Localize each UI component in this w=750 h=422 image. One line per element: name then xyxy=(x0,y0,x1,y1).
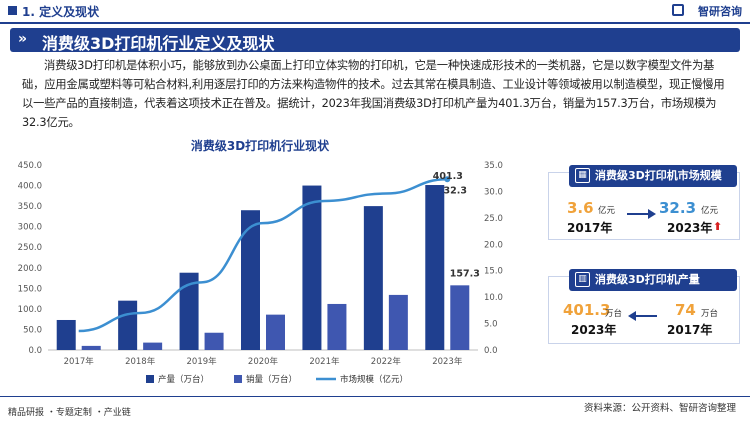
legend-swatch xyxy=(146,375,154,383)
output-bar xyxy=(179,272,199,350)
x-tick-label: 2017年 xyxy=(64,356,95,367)
y-left-tick-label: 300.0 xyxy=(18,223,42,233)
sales-bar xyxy=(143,342,163,350)
sales-bar xyxy=(450,285,470,350)
arrow-right-head xyxy=(648,209,656,219)
market-size-point xyxy=(444,176,451,183)
market-to-year: 2023年 xyxy=(667,221,713,235)
chart-icon: ▦ xyxy=(575,168,590,183)
y-right-tick-label: 35.0 xyxy=(484,161,503,171)
output-bar xyxy=(56,319,76,350)
x-tick-label: 2019年 xyxy=(187,356,218,367)
intro-paragraph: 消费级3D打印机是体积小巧，能够放到办公桌面上打印立体实物的打印机，它是一种快速… xyxy=(22,59,725,129)
x-tick-label: 2023年 xyxy=(432,356,463,367)
source-note: 资料来源：公开资料、智研咨询整理 xyxy=(583,403,736,414)
combo-chart: 0.0 50.0 100.0 150.0 200.0 250.0 300.0 350.0 400… xyxy=(18,161,503,385)
output-left-year: 2023年 xyxy=(571,323,617,337)
x-tick-label: 2021年 xyxy=(309,356,340,367)
y-left-tick-label: 0.0 xyxy=(28,346,42,356)
double-chevron-icon: » xyxy=(18,31,28,47)
y-right-tick-label: 20.0 xyxy=(484,240,503,250)
sales-bar xyxy=(204,332,224,350)
output-right-unit: 万台 xyxy=(701,309,719,319)
arrow-left-icon xyxy=(635,315,657,317)
legend-label: 市场规模（亿元） xyxy=(340,374,408,385)
output-card-header: ▥ 消费级3D打印机产量 xyxy=(569,269,737,291)
section-marker xyxy=(8,6,17,15)
y-right-tick-label: 30.0 xyxy=(484,187,503,197)
legend-label: 产量（万台） xyxy=(158,374,209,385)
y-right-tick-label: 25.0 xyxy=(484,214,503,224)
market-size-card-title: 消费级3D打印机市场规模 xyxy=(595,169,722,182)
market-to-value: 32.3 xyxy=(659,199,697,217)
y-right-tick-label: 10.0 xyxy=(484,293,503,303)
page-title: 消费级3D打印机行业定义及现状 xyxy=(42,34,275,53)
y-left-tick-label: 200.0 xyxy=(18,264,42,274)
output-bar xyxy=(241,210,260,350)
y-left-tick-label: 100.0 xyxy=(18,305,42,315)
y-left-tick-label: 350.0 xyxy=(18,202,42,212)
market-from-value: 3.6 xyxy=(567,199,594,217)
market-size-card: ▦ 消费级3D打印机市场规模 3.6 亿元 2017年 32.3 亿元 2023… xyxy=(548,165,740,240)
sales-bar xyxy=(327,303,347,350)
data-label: 401.3 xyxy=(433,171,463,182)
arrow-right-icon xyxy=(627,213,649,215)
chart-title: 消费级3D打印机行业现状 xyxy=(190,139,330,153)
sales-bar xyxy=(266,314,285,350)
bar-chart-icon: ▥ xyxy=(575,272,590,287)
y-left-tick-label: 450.0 xyxy=(18,161,42,171)
x-tick-label: 2022年 xyxy=(371,356,402,367)
logo-icon xyxy=(672,4,684,16)
data-label: 157.3 xyxy=(450,268,480,279)
market-from-unit: 亿元 xyxy=(598,206,616,216)
output-bar xyxy=(118,300,138,350)
output-left-value: 401.3 xyxy=(563,301,611,319)
sales-bar xyxy=(81,345,101,350)
legend-swatch xyxy=(234,375,242,383)
section-title: 1. 定义及现状 xyxy=(22,5,100,19)
y-right-tick-label: 5.0 xyxy=(484,320,498,330)
top-bar: 1. 定义及现状 智研咨询 xyxy=(0,0,750,24)
arrow-left-head xyxy=(628,311,636,321)
output-card: ▥ 消费级3D打印机产量 401.3 万台 2023年 74 万台 2017年 xyxy=(548,269,740,344)
x-tick-label: 2018年 xyxy=(125,356,156,367)
output-card-title: 消费级3D打印机产量 xyxy=(595,273,700,286)
output-bar xyxy=(425,185,445,350)
y-left-tick-label: 50.0 xyxy=(23,325,42,335)
up-arrow-icon: ⬆ xyxy=(713,220,723,233)
footer-divider xyxy=(0,396,750,397)
output-right-value: 74 xyxy=(675,301,696,319)
market-from-year: 2017年 xyxy=(567,221,613,235)
data-label: 32.3 xyxy=(444,185,467,196)
y-left-tick-label: 250.0 xyxy=(18,243,42,253)
market-size-card-header: ▦ 消费级3D打印机市场规模 xyxy=(569,165,737,187)
market-to-unit: 亿元 xyxy=(701,206,719,216)
y-left-tick-label: 400.0 xyxy=(18,182,42,192)
title-banner: » 消费级3D打印机行业定义及现状 xyxy=(10,28,740,53)
output-right-year: 2017年 xyxy=(667,323,713,337)
legend-label: 销量（万台） xyxy=(246,374,297,385)
y-left-tick-label: 150.0 xyxy=(18,284,42,294)
y-right-tick-label: 0.0 xyxy=(484,346,498,356)
brand-logo[interactable]: 智研咨询 xyxy=(698,5,742,18)
y-right-tick-label: 15.0 xyxy=(484,267,503,277)
sales-bar xyxy=(388,294,408,350)
output-left-unit: 万台 xyxy=(605,309,623,319)
market-size-line xyxy=(78,178,448,333)
output-bar xyxy=(363,206,383,350)
footer-links: 精品研报 ・专题定制 ・产业链 xyxy=(8,408,131,418)
output-bar xyxy=(302,185,322,350)
x-tick-label: 2020年 xyxy=(248,356,279,367)
